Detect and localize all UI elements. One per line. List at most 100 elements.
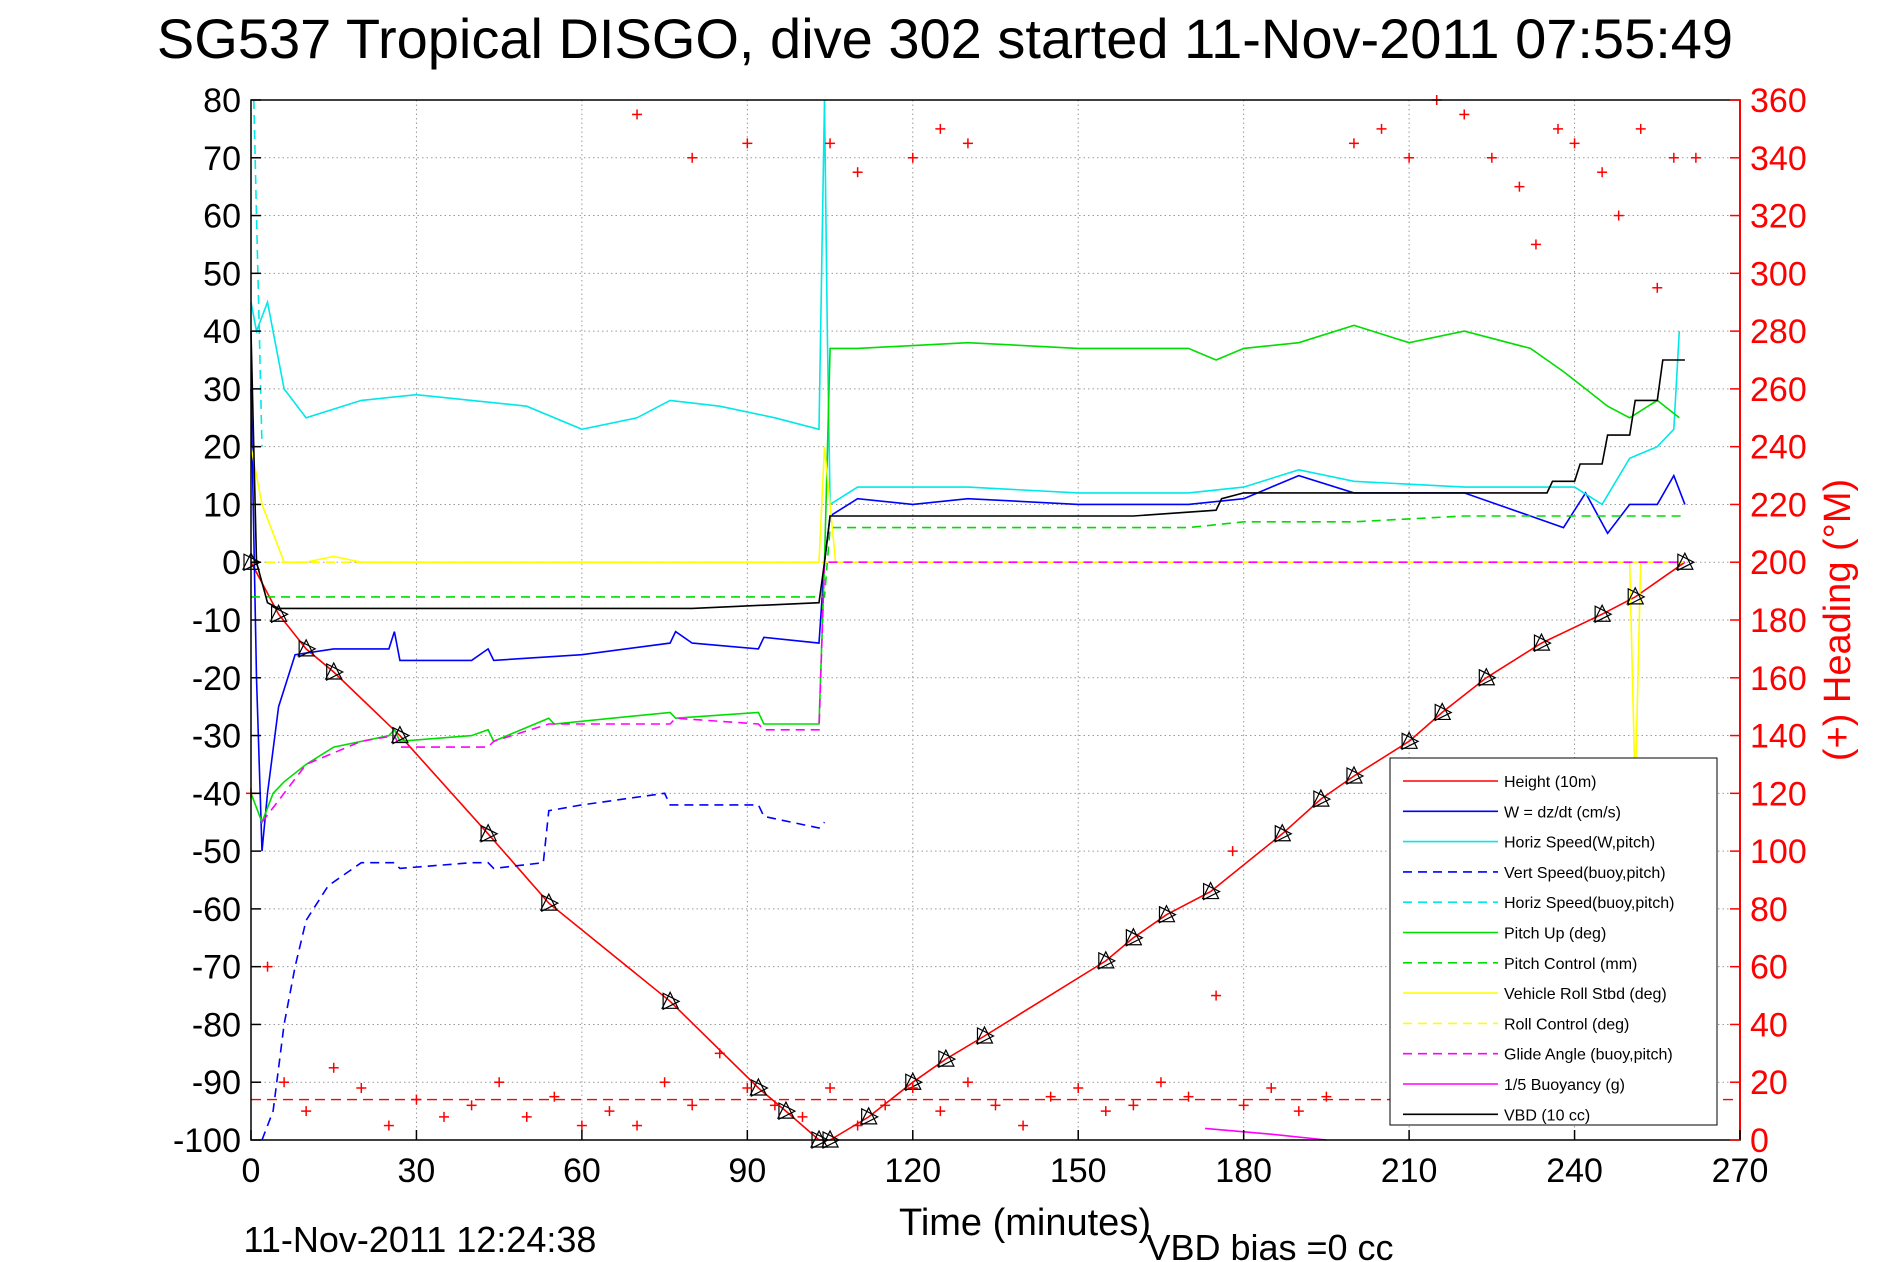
heading-high-point (1514, 181, 1525, 192)
height-right-triangle (1627, 587, 1646, 606)
right-tick-label: 120 (1750, 775, 1807, 813)
right-tick-label: 100 (1750, 833, 1807, 871)
heading-high-point (1404, 152, 1415, 163)
height-right-triangle (905, 1073, 924, 1092)
y-tick-label: 30 (203, 371, 241, 409)
height-right-triangle (480, 824, 499, 843)
height-right-triangle (976, 1027, 995, 1045)
heading-high-point (1530, 239, 1541, 250)
timestamp: 11-Nov-2011 12:24:38 (244, 1219, 597, 1260)
height-right-triangle (1313, 790, 1332, 809)
heading-point (797, 1111, 808, 1122)
height-up-triangle (479, 823, 498, 842)
glide-angle-buoy-pitch-line (261, 561, 1685, 823)
height-right-triangle (1125, 928, 1144, 947)
x-tick-label: 240 (1546, 1152, 1603, 1190)
height-up-triangle (539, 892, 558, 911)
heading-point (1211, 990, 1222, 1001)
heading-high-point (1690, 152, 1701, 163)
height-up-triangle (661, 990, 680, 1009)
y-tick-label: 50 (203, 255, 241, 293)
heading-point (1321, 1091, 1332, 1102)
y-axis-ticks: 80 70 60 50 40 30 20 10 0 -10 -20 -30 -40 -50 -60 -70 -8… (173, 82, 261, 1160)
heading-high-point (1613, 210, 1624, 221)
height-up-triangle (1311, 788, 1330, 807)
height-up-triangle (1593, 603, 1612, 622)
height-right-triangle (243, 553, 262, 572)
legend-label: Pitch Control (mm) (1504, 956, 1637, 973)
height-right-triangle (392, 726, 411, 745)
heading-high-point (1635, 123, 1646, 134)
x-axis-label: Time (minutes) (899, 1202, 1151, 1244)
legend: Height (10m) W = dz/dt (cm/s) Horiz Speed(… (1389, 757, 1718, 1126)
height-10m-line (250, 561, 1686, 1141)
heading-point (521, 1111, 532, 1122)
heading-high-point (1459, 109, 1470, 120)
x-tick-label: 120 (884, 1152, 941, 1190)
right-tick-label: 200 (1750, 544, 1807, 582)
heading-point (659, 1077, 670, 1088)
y-tick-label: 70 (203, 140, 241, 178)
right-tick-label: 360 (1750, 82, 1807, 120)
height-right-triangle (1434, 703, 1453, 722)
height-up-triangle (776, 1100, 795, 1119)
heading-point (383, 1120, 394, 1131)
height-up-triangle (1675, 551, 1694, 570)
height-up-triangle (975, 1025, 994, 1044)
y-tick-label: -60 (192, 891, 241, 929)
height-up-triangle (1477, 667, 1496, 686)
heading-high-point (935, 123, 946, 134)
legend-label: Pitch Up (deg) (1504, 926, 1606, 943)
y-tick-label: 80 (203, 82, 241, 120)
right-tick-label: 20 (1750, 1064, 1788, 1102)
heading-point (1227, 846, 1238, 857)
heading-point (1238, 1100, 1249, 1111)
heading-high-point (1569, 138, 1580, 149)
heading-point (439, 1111, 450, 1122)
heading-high-point (1348, 138, 1359, 149)
legend-label: Height (10m) (1504, 774, 1596, 791)
1-5-buoyancy-g-line (1205, 1127, 1327, 1141)
y-tick-label: 20 (203, 429, 241, 467)
height-up-triangle (324, 661, 343, 680)
pitch-control-mm-line (251, 515, 1685, 598)
height-up-triangle (1096, 950, 1115, 969)
height-right-triangle (1158, 905, 1177, 924)
heading-high-point (1553, 123, 1564, 134)
heading-point (604, 1106, 615, 1117)
right-tick-label: 0 (1750, 1122, 1769, 1160)
heading-point (714, 1048, 725, 1059)
heading-point (1155, 1077, 1166, 1088)
heading-high-point (1597, 167, 1608, 178)
height-right-triangle (778, 1102, 797, 1121)
heading-high-point (687, 152, 698, 163)
height-up-triangle (1157, 904, 1176, 923)
height-up-triangle (1433, 702, 1452, 721)
right-tick-label: 240 (1750, 429, 1807, 467)
heading-point (769, 1100, 780, 1111)
heading-high-point (1652, 282, 1663, 293)
height-right-triangle (1677, 553, 1696, 572)
height-right-triangle (1401, 732, 1420, 751)
y-tick-label: 10 (203, 486, 241, 524)
heading-point (494, 1077, 505, 1088)
x-tick-label: 210 (1381, 1152, 1438, 1190)
height-right-triangle (1533, 634, 1552, 653)
height-right-triangle (298, 639, 317, 658)
vbd-bias: VBD bias =0 cc (1146, 1227, 1393, 1262)
legend-label: Vehicle Roll Stbd (deg) (1504, 986, 1667, 1003)
height-right-triangle (326, 663, 345, 681)
heading-point (632, 1120, 643, 1131)
height-up-triangle (1273, 823, 1292, 842)
legend-label: Vert Speed(buoy,pitch) (1504, 865, 1666, 882)
legend-box (1389, 757, 1718, 1126)
height-up-triangle (1532, 632, 1551, 651)
x-tick-label: 90 (728, 1152, 766, 1190)
y-tick-label: -50 (192, 833, 241, 871)
heading-point (356, 1083, 367, 1093)
legend-label: Glide Angle (buoy,pitch) (1504, 1047, 1673, 1064)
right-tick-label: 40 (1750, 1006, 1788, 1044)
heading-point (576, 1120, 587, 1131)
chart-title: SG537 Tropical DISGO, dive 302 started 1… (157, 7, 1733, 70)
right-tick-label: 80 (1750, 891, 1788, 929)
